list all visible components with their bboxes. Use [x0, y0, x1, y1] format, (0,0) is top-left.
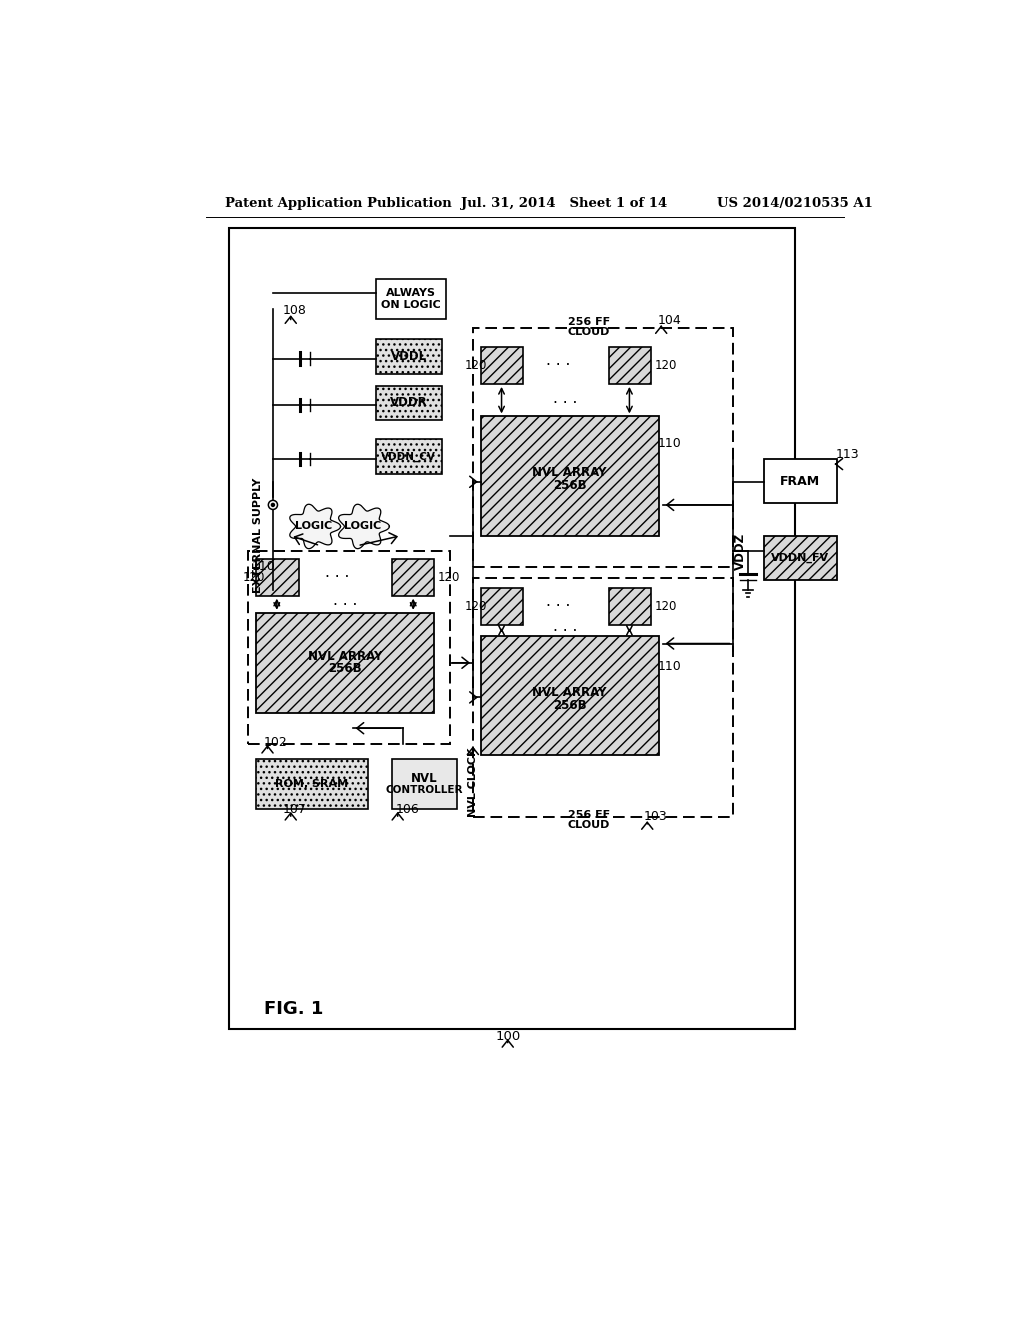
- Bar: [608, 589, 651, 626]
- Text: VDDN_FV: VDDN_FV: [771, 553, 829, 564]
- Text: NVL ARRAY: NVL ARRAY: [532, 466, 607, 479]
- Text: Jul. 31, 2014   Sheet 1 of 14: Jul. 31, 2014 Sheet 1 of 14: [461, 197, 668, 210]
- Text: Patent Application Publication: Patent Application Publication: [225, 197, 452, 210]
- Text: 100: 100: [496, 1030, 520, 1043]
- Text: 120: 120: [438, 570, 461, 583]
- Bar: [480, 636, 658, 755]
- Bar: [480, 589, 523, 626]
- Bar: [764, 536, 838, 581]
- Text: · · ·: · · ·: [546, 599, 570, 614]
- Circle shape: [270, 502, 276, 508]
- Text: · · ·: · · ·: [553, 624, 578, 639]
- Text: 110: 110: [657, 660, 681, 673]
- Text: VDDR: VDDR: [390, 396, 427, 409]
- Text: 256B: 256B: [553, 479, 587, 492]
- Text: 120: 120: [243, 570, 265, 583]
- Text: NVL ARRAY: NVL ARRAY: [532, 685, 607, 698]
- Text: VDDN_CV: VDDN_CV: [381, 451, 436, 462]
- Circle shape: [268, 500, 278, 510]
- Text: 106: 106: [395, 803, 419, 816]
- Polygon shape: [339, 504, 389, 549]
- Bar: [248, 552, 450, 743]
- Text: NVL CLOCK: NVL CLOCK: [468, 747, 478, 817]
- Bar: [256, 612, 434, 713]
- Text: VDDZ: VDDZ: [734, 532, 746, 570]
- Text: CLOUD: CLOUD: [568, 820, 610, 830]
- Text: 256 FF: 256 FF: [568, 317, 610, 327]
- Text: · · ·: · · ·: [546, 358, 570, 374]
- Circle shape: [271, 503, 274, 507]
- Text: 108: 108: [283, 304, 307, 317]
- Text: 256B: 256B: [553, 698, 587, 711]
- Bar: [391, 759, 458, 809]
- Bar: [473, 327, 732, 566]
- Text: 107: 107: [283, 803, 307, 816]
- Text: CONTROLLER: CONTROLLER: [385, 785, 463, 795]
- Text: LOGIC: LOGIC: [344, 521, 382, 532]
- Text: 120: 120: [655, 359, 677, 372]
- Text: CLOUD: CLOUD: [568, 326, 610, 337]
- Bar: [376, 339, 442, 374]
- Text: 120: 120: [655, 601, 677, 612]
- Text: VDDL: VDDL: [390, 350, 427, 363]
- Text: FIG. 1: FIG. 1: [263, 1001, 323, 1018]
- Text: 110: 110: [657, 437, 681, 450]
- Text: 120: 120: [465, 359, 487, 372]
- Text: 113: 113: [836, 449, 859, 462]
- Polygon shape: [290, 504, 341, 549]
- Text: 256B: 256B: [328, 663, 361, 676]
- Text: NVL: NVL: [411, 772, 437, 785]
- Text: NVL ARRAY: NVL ARRAY: [308, 649, 382, 663]
- Text: 110: 110: [252, 560, 275, 573]
- Bar: [376, 385, 442, 420]
- Bar: [480, 416, 658, 536]
- Text: LOGIC: LOGIC: [295, 521, 333, 532]
- Bar: [228, 227, 795, 1028]
- Text: ON LOGIC: ON LOGIC: [381, 301, 440, 310]
- Text: 104: 104: [657, 314, 681, 326]
- Bar: [473, 578, 732, 817]
- Bar: [608, 347, 651, 384]
- Bar: [376, 280, 445, 319]
- Text: · · ·: · · ·: [553, 396, 578, 411]
- Text: 102: 102: [263, 735, 288, 748]
- Text: · · ·: · · ·: [325, 570, 349, 585]
- Bar: [256, 759, 369, 809]
- Text: 120: 120: [465, 601, 487, 612]
- Bar: [376, 440, 442, 474]
- Bar: [764, 459, 838, 503]
- Text: US 2014/0210535 A1: US 2014/0210535 A1: [717, 197, 872, 210]
- Bar: [256, 558, 299, 595]
- Text: EXTERNAL SUPPLY: EXTERNAL SUPPLY: [253, 478, 263, 594]
- Bar: [391, 558, 434, 595]
- Text: 256 FF: 256 FF: [568, 810, 610, 820]
- Text: ALWAYS: ALWAYS: [386, 288, 436, 298]
- Text: ROM, SRAM: ROM, SRAM: [275, 779, 348, 788]
- Text: FRAM: FRAM: [780, 474, 820, 487]
- Text: · · ·: · · ·: [333, 598, 357, 612]
- Bar: [480, 347, 523, 384]
- Text: 103: 103: [643, 810, 667, 824]
